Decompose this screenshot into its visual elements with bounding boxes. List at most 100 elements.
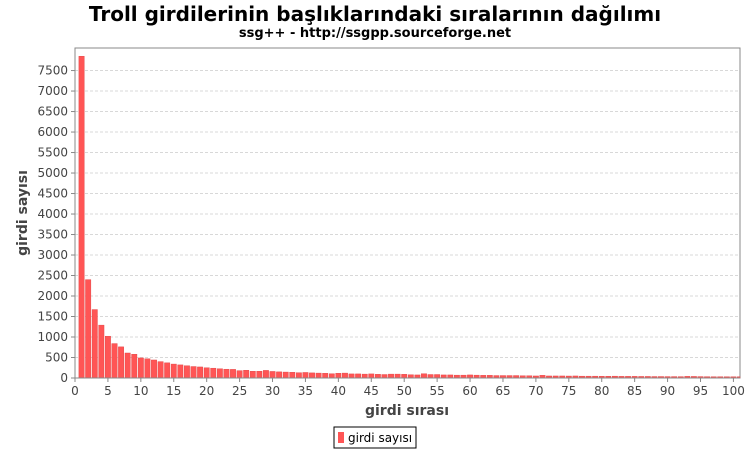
legend-swatch bbox=[338, 432, 344, 443]
bar bbox=[434, 374, 441, 379]
y-tick-label: 2500 bbox=[37, 269, 68, 283]
bar bbox=[263, 370, 269, 379]
x-tick-label: 85 bbox=[627, 384, 642, 398]
axes bbox=[71, 48, 740, 382]
x-tick-label: 70 bbox=[528, 384, 543, 398]
bar bbox=[381, 374, 388, 379]
bar bbox=[184, 365, 190, 379]
bar bbox=[144, 358, 151, 379]
bar bbox=[388, 373, 394, 379]
plot-area bbox=[74, 47, 741, 379]
bar bbox=[427, 374, 434, 379]
bar bbox=[78, 55, 85, 379]
bar bbox=[124, 352, 131, 379]
y-tick-label: 3500 bbox=[37, 228, 68, 242]
x-tick-labels: 0 5 10 15 20 25 30 35 40 45 50 55 60 65 70 75 80 85 90 95 10… bbox=[71, 384, 745, 398]
x-tick-label: 30 bbox=[265, 384, 280, 398]
bar bbox=[276, 371, 283, 379]
x-tick-label: 100 bbox=[722, 384, 745, 398]
x-tick-label: 55 bbox=[429, 384, 444, 398]
y-tick-label: 4500 bbox=[37, 187, 68, 201]
bar bbox=[335, 373, 342, 379]
bar bbox=[302, 372, 309, 379]
bar bbox=[210, 367, 217, 379]
bar bbox=[177, 364, 184, 379]
x-tick-label: 0 bbox=[71, 384, 79, 398]
bar bbox=[289, 372, 296, 379]
bar bbox=[328, 373, 335, 379]
bar bbox=[216, 368, 223, 379]
grid-lines bbox=[75, 70, 740, 359]
x-tick-label: 5 bbox=[104, 384, 112, 398]
bar bbox=[98, 324, 105, 379]
x-tick-label: 65 bbox=[495, 384, 510, 398]
y-tick-label: 5000 bbox=[37, 166, 68, 180]
bar bbox=[361, 373, 368, 379]
x-tick-label: 95 bbox=[693, 384, 708, 398]
bar bbox=[249, 371, 256, 379]
y-tick-label: 4000 bbox=[37, 207, 68, 221]
bar bbox=[342, 372, 348, 379]
bar bbox=[203, 367, 210, 379]
bar bbox=[269, 371, 276, 379]
y-tick-labels: 0 500 1000 1500 2000 2500 3000 3500 4000 4500 5000… bbox=[37, 64, 68, 385]
x-tick-label: 50 bbox=[397, 384, 412, 398]
y-tick-label: 6000 bbox=[37, 125, 68, 139]
x-tick-label: 35 bbox=[298, 384, 313, 398]
bar bbox=[401, 374, 408, 379]
y-tick-label: 0 bbox=[60, 371, 68, 385]
bar bbox=[91, 309, 98, 379]
bar bbox=[131, 354, 138, 379]
y-tick-label: 7000 bbox=[37, 84, 68, 98]
x-tick-label: 15 bbox=[166, 384, 181, 398]
x-tick-label: 75 bbox=[561, 384, 576, 398]
bar bbox=[170, 363, 177, 379]
bar bbox=[164, 362, 171, 379]
bar bbox=[374, 374, 381, 379]
x-tick-label: 25 bbox=[232, 384, 247, 398]
bar bbox=[85, 279, 92, 379]
bar bbox=[236, 370, 243, 379]
y-tick-label: 1500 bbox=[37, 310, 68, 324]
legend-label: girdi sayısı bbox=[348, 431, 412, 445]
y-tick-label: 5500 bbox=[37, 146, 68, 160]
bar bbox=[197, 366, 203, 379]
y-tick-label: 2000 bbox=[37, 289, 68, 303]
bar bbox=[394, 373, 401, 379]
x-tick-label: 90 bbox=[660, 384, 675, 398]
bar bbox=[157, 361, 164, 379]
x-tick-label: 20 bbox=[199, 384, 214, 398]
bar bbox=[137, 357, 144, 379]
bar bbox=[230, 369, 236, 379]
x-tick-label: 60 bbox=[462, 384, 477, 398]
bar bbox=[151, 359, 157, 379]
y-tick-label: 1000 bbox=[37, 330, 68, 344]
bar bbox=[309, 372, 315, 379]
y-tick-label: 6500 bbox=[37, 105, 68, 119]
chart-subtitle: ssg++ - http://ssgpp.sourceforge.net bbox=[239, 26, 511, 41]
y-tick-label: 3000 bbox=[37, 248, 68, 262]
bar bbox=[105, 335, 111, 379]
bar-series bbox=[78, 55, 741, 379]
bar bbox=[282, 371, 289, 379]
bar bbox=[315, 372, 322, 379]
bar bbox=[256, 371, 263, 379]
bar bbox=[243, 370, 250, 379]
chart-title: Troll girdilerinin başlıklarındaki sıral… bbox=[89, 2, 661, 26]
y-tick-label: 500 bbox=[45, 351, 68, 365]
x-tick-label: 80 bbox=[594, 384, 609, 398]
bar bbox=[190, 366, 197, 379]
bar bbox=[322, 373, 329, 379]
bar bbox=[368, 373, 375, 379]
y-axis-title: girdi sayısı bbox=[15, 170, 31, 256]
legend: girdi sayısı bbox=[333, 426, 417, 449]
bar bbox=[118, 346, 124, 379]
bar bbox=[295, 372, 302, 379]
x-axis-title: girdi sırası bbox=[365, 403, 449, 419]
x-tick-label: 40 bbox=[331, 384, 346, 398]
bar bbox=[348, 373, 355, 379]
x-tick-label: 45 bbox=[364, 384, 379, 398]
bar bbox=[355, 373, 362, 379]
